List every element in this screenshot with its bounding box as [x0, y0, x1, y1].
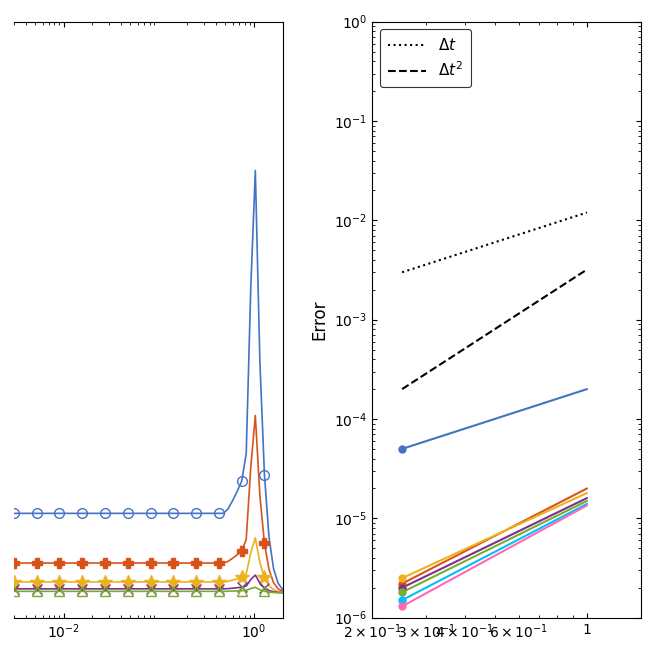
$\Delta t$	[583, 208, 591, 216]
$\Delta t^2$	[398, 385, 406, 393]
Line: $\Delta t$: $\Delta t$	[402, 212, 587, 272]
$\Delta t^2$	[583, 265, 591, 273]
Legend: $\Delta t$, $\Delta t^2$: $\Delta t$, $\Delta t^2$	[380, 29, 471, 87]
Line: $\Delta t^2$: $\Delta t^2$	[402, 269, 587, 389]
Y-axis label: Error: Error	[310, 299, 328, 340]
$\Delta t$	[398, 269, 406, 276]
